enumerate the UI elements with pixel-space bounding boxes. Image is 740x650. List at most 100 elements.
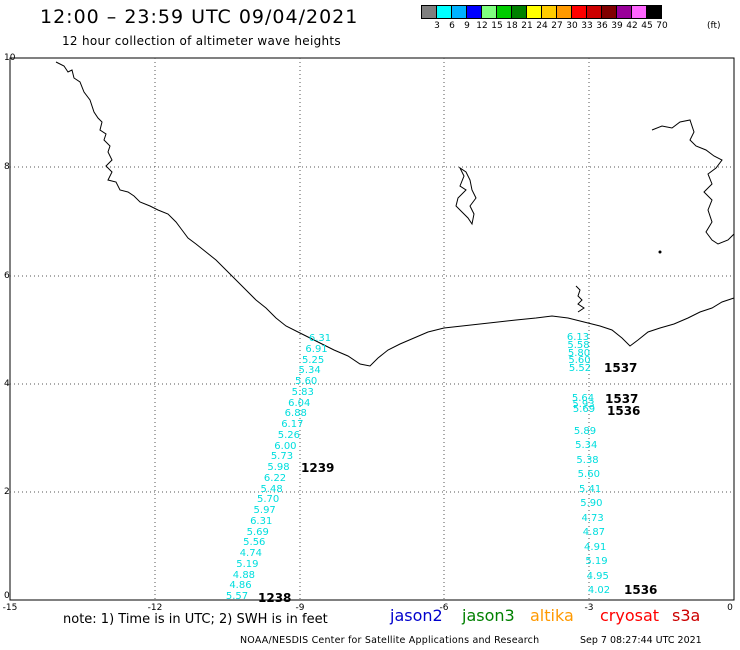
swh-value: 5.52 <box>568 363 592 374</box>
x-tick-label: -9 <box>295 603 305 613</box>
swh-value: 5.19 <box>585 556 608 568</box>
swh-value: 6.17 <box>281 419 304 430</box>
swh-value: 5.83 <box>291 386 314 398</box>
swh-value: 5.19 <box>236 558 259 570</box>
swh-value: 6.04 <box>288 397 311 409</box>
map-subtitle: 12 hour collection of altimeter wave hei… <box>62 34 341 48</box>
swh-value: 6.91 <box>305 343 328 355</box>
y-tick-label: 4 <box>4 379 10 389</box>
credit-line: NOAA/NESDIS Center for Satellite Applica… <box>240 635 540 646</box>
cryosat-pass-label: 1536 <box>624 583 658 597</box>
y-tick-label: 10 <box>4 53 16 63</box>
y-tick-label: 2 <box>4 487 10 497</box>
swh-value: 5.69 <box>246 526 269 538</box>
swh-value: 5.60 <box>568 355 591 367</box>
satellite-legend-item: s3a <box>672 606 701 625</box>
jason3-pass-label: 1238 <box>258 591 292 605</box>
swh-value: 6.00 <box>274 440 297 452</box>
coastline <box>55 61 735 367</box>
swh-value: 4.91 <box>584 541 607 553</box>
lake <box>455 166 477 226</box>
grid-lines <box>10 58 734 600</box>
swh-value: 5.97 <box>253 505 276 516</box>
swh-value: 5.60 <box>577 469 600 481</box>
color-scale-label: 15 <box>491 21 503 31</box>
swh-value: 4.74 <box>239 548 262 559</box>
color-scale-label: 24 <box>536 21 548 31</box>
lake-east <box>651 119 735 245</box>
color-scale-label: 18 <box>506 21 518 31</box>
swh-value: 5.80 <box>567 347 591 359</box>
color-scale-bar <box>421 5 662 19</box>
swh-value: 4.73 <box>581 512 604 524</box>
color-scale-label: 27 <box>551 21 563 31</box>
color-scale-label: 3 <box>434 21 440 31</box>
color-scale-label: 30 <box>566 21 578 31</box>
swh-value: 6.31 <box>308 333 332 344</box>
y-tick-label: 0 <box>4 591 10 601</box>
color-scale-label: 42 <box>626 21 638 31</box>
y-tick-label: 6 <box>4 271 10 281</box>
swh-value: 5.38 <box>576 454 599 466</box>
swh-value: 5.34 <box>298 365 321 377</box>
color-scale-label: 33 <box>581 21 593 31</box>
swh-value: 5.57 <box>225 591 249 602</box>
swh-value: 5.90 <box>580 498 603 510</box>
x-tick-label: 0 <box>727 603 733 613</box>
satellite-legend-item: jason2 <box>390 606 443 625</box>
color-scale-label: 12 <box>476 21 488 31</box>
swh-value: 4.88 <box>232 569 256 581</box>
color-scale-label: 70 <box>656 21 668 31</box>
cryosat-pass-label: 1536 <box>607 404 641 418</box>
jason3-pass-label: 1239 <box>301 461 335 475</box>
swh-value: 6.22 <box>263 472 287 484</box>
satellite-legend-item: cryosat <box>600 606 660 625</box>
satellite-legend-item: jason3 <box>462 606 515 625</box>
color-scale-label: 21 <box>521 21 533 31</box>
map-title: 12:00 – 23:59 UTC 09/04/2021 <box>40 6 359 28</box>
swh-value: 4.95 <box>586 570 609 582</box>
swh-value: 5.98 <box>267 462 290 473</box>
swh-value: 5.60 <box>295 376 318 387</box>
timestamp: Sep 7 08:27:44 UTC 2021 <box>580 635 702 646</box>
swh-value: 4.87 <box>582 527 606 539</box>
x-tick-label: -15 <box>2 603 18 613</box>
swh-value: 5.56 <box>243 537 266 549</box>
swh-value: 5.58 <box>567 339 590 351</box>
color-swatch <box>646 5 662 19</box>
cryosat-pass-label: 1537 <box>605 392 639 406</box>
swh-value: 5.73 <box>270 451 294 463</box>
swh-value: 5.41 <box>578 483 602 495</box>
swh-value: 5.69 <box>572 404 596 415</box>
color-scale-label: 9 <box>464 21 470 31</box>
color-scale-label: 45 <box>641 21 653 31</box>
x-tick-label: -6 <box>439 603 449 613</box>
swh-value: 5.93 <box>572 398 595 410</box>
estuary <box>575 285 585 313</box>
swh-value: 5.70 <box>256 494 280 506</box>
swh-value: 5.48 <box>260 483 283 495</box>
x-tick-label: -3 <box>584 603 594 613</box>
swh-value: 5.34 <box>575 440 598 452</box>
color-scale-labels: 3 6 9 12 15 18 21 24 27 30 33 36 39 42 45 70 <box>422 21 740 35</box>
color-scale-label: 36 <box>596 21 608 31</box>
swh-value: 6.31 <box>250 515 273 527</box>
color-scale-label: 39 <box>611 21 623 31</box>
cryosat-pass-label: 1537 <box>604 361 638 375</box>
swh-value: 4.86 <box>229 580 252 592</box>
footer-note: note: 1) Time is in UTC; 2) SWH is in fe… <box>63 612 328 627</box>
color-scale-label: 6 <box>449 21 455 31</box>
x-tick-label: -12 <box>147 603 163 613</box>
y-tick-label: 8 <box>4 162 10 172</box>
plot-frame <box>9 57 735 601</box>
swh-value: 5.26 <box>277 429 301 441</box>
swh-value: 4.02 <box>587 585 611 596</box>
color-scale-unit: (ft) <box>707 21 721 31</box>
swh-value: 5.25 <box>301 354 325 366</box>
satellite-legend-item: altika <box>530 606 574 625</box>
swh-value: 6.13 <box>566 332 590 343</box>
swh-value: 5.89 <box>573 426 597 437</box>
swh-value: 6.88 <box>284 408 307 420</box>
swh-value: 5.64 <box>571 393 595 404</box>
